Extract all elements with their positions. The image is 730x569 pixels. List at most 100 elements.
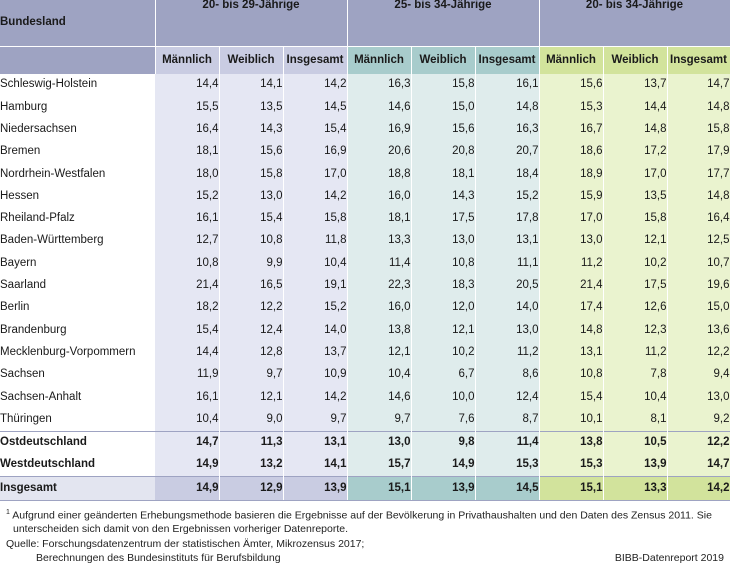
value-cell: 13,7 [603,74,668,97]
value-cell: 17,0 [603,163,668,186]
value-cell: 9,2 [667,408,730,432]
row-label: Sachsen-Anhalt [0,390,82,403]
value-cell: 17,9 [667,140,730,164]
value-cell: 12,1 [347,341,412,364]
value-cell: 10,4 [347,363,412,387]
value-cell: 10,8 [411,252,476,275]
value-cell: 16,3 [475,118,540,141]
value-cell: 15,4 [155,319,220,342]
value-cell: 10,4 [283,252,348,275]
value-cell: 14,5 [283,96,348,119]
row-label: Mecklenburg-Vorpommern [0,345,136,358]
value-cell: 19,1 [283,274,348,297]
value-cell: 15,8 [667,118,730,141]
value-cell: 15,4 [539,386,604,409]
value-cell: 13,1 [475,230,540,253]
value-cell: 14,2 [283,185,348,208]
value-cell: 6,7 [411,363,476,387]
value-cell: 14,7 [667,454,730,477]
footnote-text: Aufgrund einer geänderten Erhebungsmetho… [12,509,712,536]
value-cell: 12,7 [155,230,220,253]
value-cell: 11,4 [475,430,540,455]
value-cell: 14,3 [219,118,284,141]
value-cell: 14,7 [155,430,220,455]
header-maennlich: Männlich [155,46,220,74]
row-label: Bremen [0,145,41,158]
value-cell: 13,6 [667,319,730,342]
value-cell: 18,2 [155,296,220,320]
value-cell: 15,1 [539,476,604,501]
table-row: Thüringen 10,4 9,0 9,7 9,7 7,6 8,7 10,1 8,1 9,2 [0,408,730,432]
value-cell: 9,4 [667,363,730,387]
value-cell: 14,9 [155,454,220,477]
value-cell: 16,1 [155,207,220,231]
value-cell: 12,1 [411,319,476,342]
value-cell: 8,7 [475,408,540,432]
value-cell: 12,2 [219,296,284,320]
value-cell: 15,1 [347,476,412,501]
value-cell: 14,0 [283,319,348,342]
value-cell: 11,1 [475,252,540,275]
value-cell: 11,2 [475,341,540,364]
value-cell: 17,0 [283,163,348,186]
value-cell: 17,2 [603,140,668,164]
value-cell: 8,1 [603,408,668,432]
source-line-2: Berechnungen des Bundesinstituts für Ber… [36,551,281,564]
value-cell: 7,8 [603,363,668,387]
table-row: Berlin 18,2 12,2 15,2 16,0 12,0 14,0 17,4 12,6 15… [0,296,730,320]
header-insgesamt: Insgesamt [283,46,348,74]
value-cell: 14,2 [283,386,348,409]
row-label: Berlin [0,301,30,314]
value-cell: 17,7 [667,163,730,186]
value-cell: 20,6 [347,140,412,164]
value-cell: 15,0 [667,296,730,320]
table-row: Baden-Württemberg 12,7 10,8 11,8 13,3 13,0 13,… [0,230,730,253]
source-line-1: Quelle: Forschungsdatenzentrum der stati… [6,538,365,550]
value-cell: 13,9 [411,476,476,501]
header-bundesland: Bundesland [0,0,156,47]
value-cell: 10,1 [539,408,604,432]
table-row: Rheiland-Pfalz 16,1 15,4 15,8 18,1 17,5 17,8 17… [0,207,730,231]
value-cell: 13,3 [603,476,668,501]
value-cell: 15,6 [219,140,284,164]
value-cell: 15,8 [219,163,284,186]
table-row: Saarland 21,4 16,5 19,1 22,3 18,3 20,5 21,4 17,5… [0,274,730,297]
value-cell: 15,2 [475,185,540,208]
value-cell: 14,9 [155,476,220,501]
table-row: Bayern 10,8 9,9 10,4 11,4 10,8 11,1 11,2 10,2 10,… [0,252,730,275]
value-cell: 13,0 [475,319,540,342]
value-cell: 10,9 [283,363,348,387]
value-cell: 14,8 [667,96,730,119]
table-row: Bremen 18,1 15,6 16,9 20,6 20,8 20,7 18,6 17,2 17… [0,140,730,164]
table-row: Brandenburg 15,4 12,4 14,0 13,8 12,1 13,0 14,8 1… [0,319,730,342]
value-cell: 11,2 [539,252,604,275]
value-cell: 21,4 [539,274,604,297]
row-label: Baden-Württemberg [0,234,104,247]
value-cell: 10,8 [219,230,284,253]
value-cell: 11,3 [219,430,284,455]
value-cell: 14,4 [155,74,220,97]
row-label: Rheiland-Pfalz [0,212,75,225]
value-cell: 18,3 [411,274,476,297]
value-cell: 15,2 [283,296,348,320]
value-cell: 9,9 [219,252,284,275]
row-label: Sachsen [0,368,45,381]
table-row: Nordrhein-Westfalen 18,0 15,8 17,0 18,8 18,1 1… [0,163,730,186]
value-cell: 13,3 [347,230,412,253]
value-cell: 12,1 [219,386,284,409]
header-group-20-34: 20- bis 34-Jährige [539,0,730,47]
value-cell: 18,6 [539,140,604,164]
table-row: Niedersachsen 16,4 14,3 15,4 16,9 15,6 16,3 16,… [0,118,730,141]
value-cell: 18,0 [155,163,220,186]
value-cell: 14,8 [603,118,668,141]
value-cell: 17,5 [603,274,668,297]
header-weiblich: Weiblich [603,46,668,74]
value-cell: 12,1 [603,230,668,253]
value-cell: 10,4 [155,408,220,432]
value-cell: 14,4 [155,341,220,364]
value-cell: 15,0 [411,96,476,119]
value-cell: 15,8 [411,74,476,97]
value-cell: 14,3 [411,185,476,208]
value-cell: 15,9 [539,185,604,208]
report-credit: BIBB-Datenreport 2019 [614,552,724,564]
